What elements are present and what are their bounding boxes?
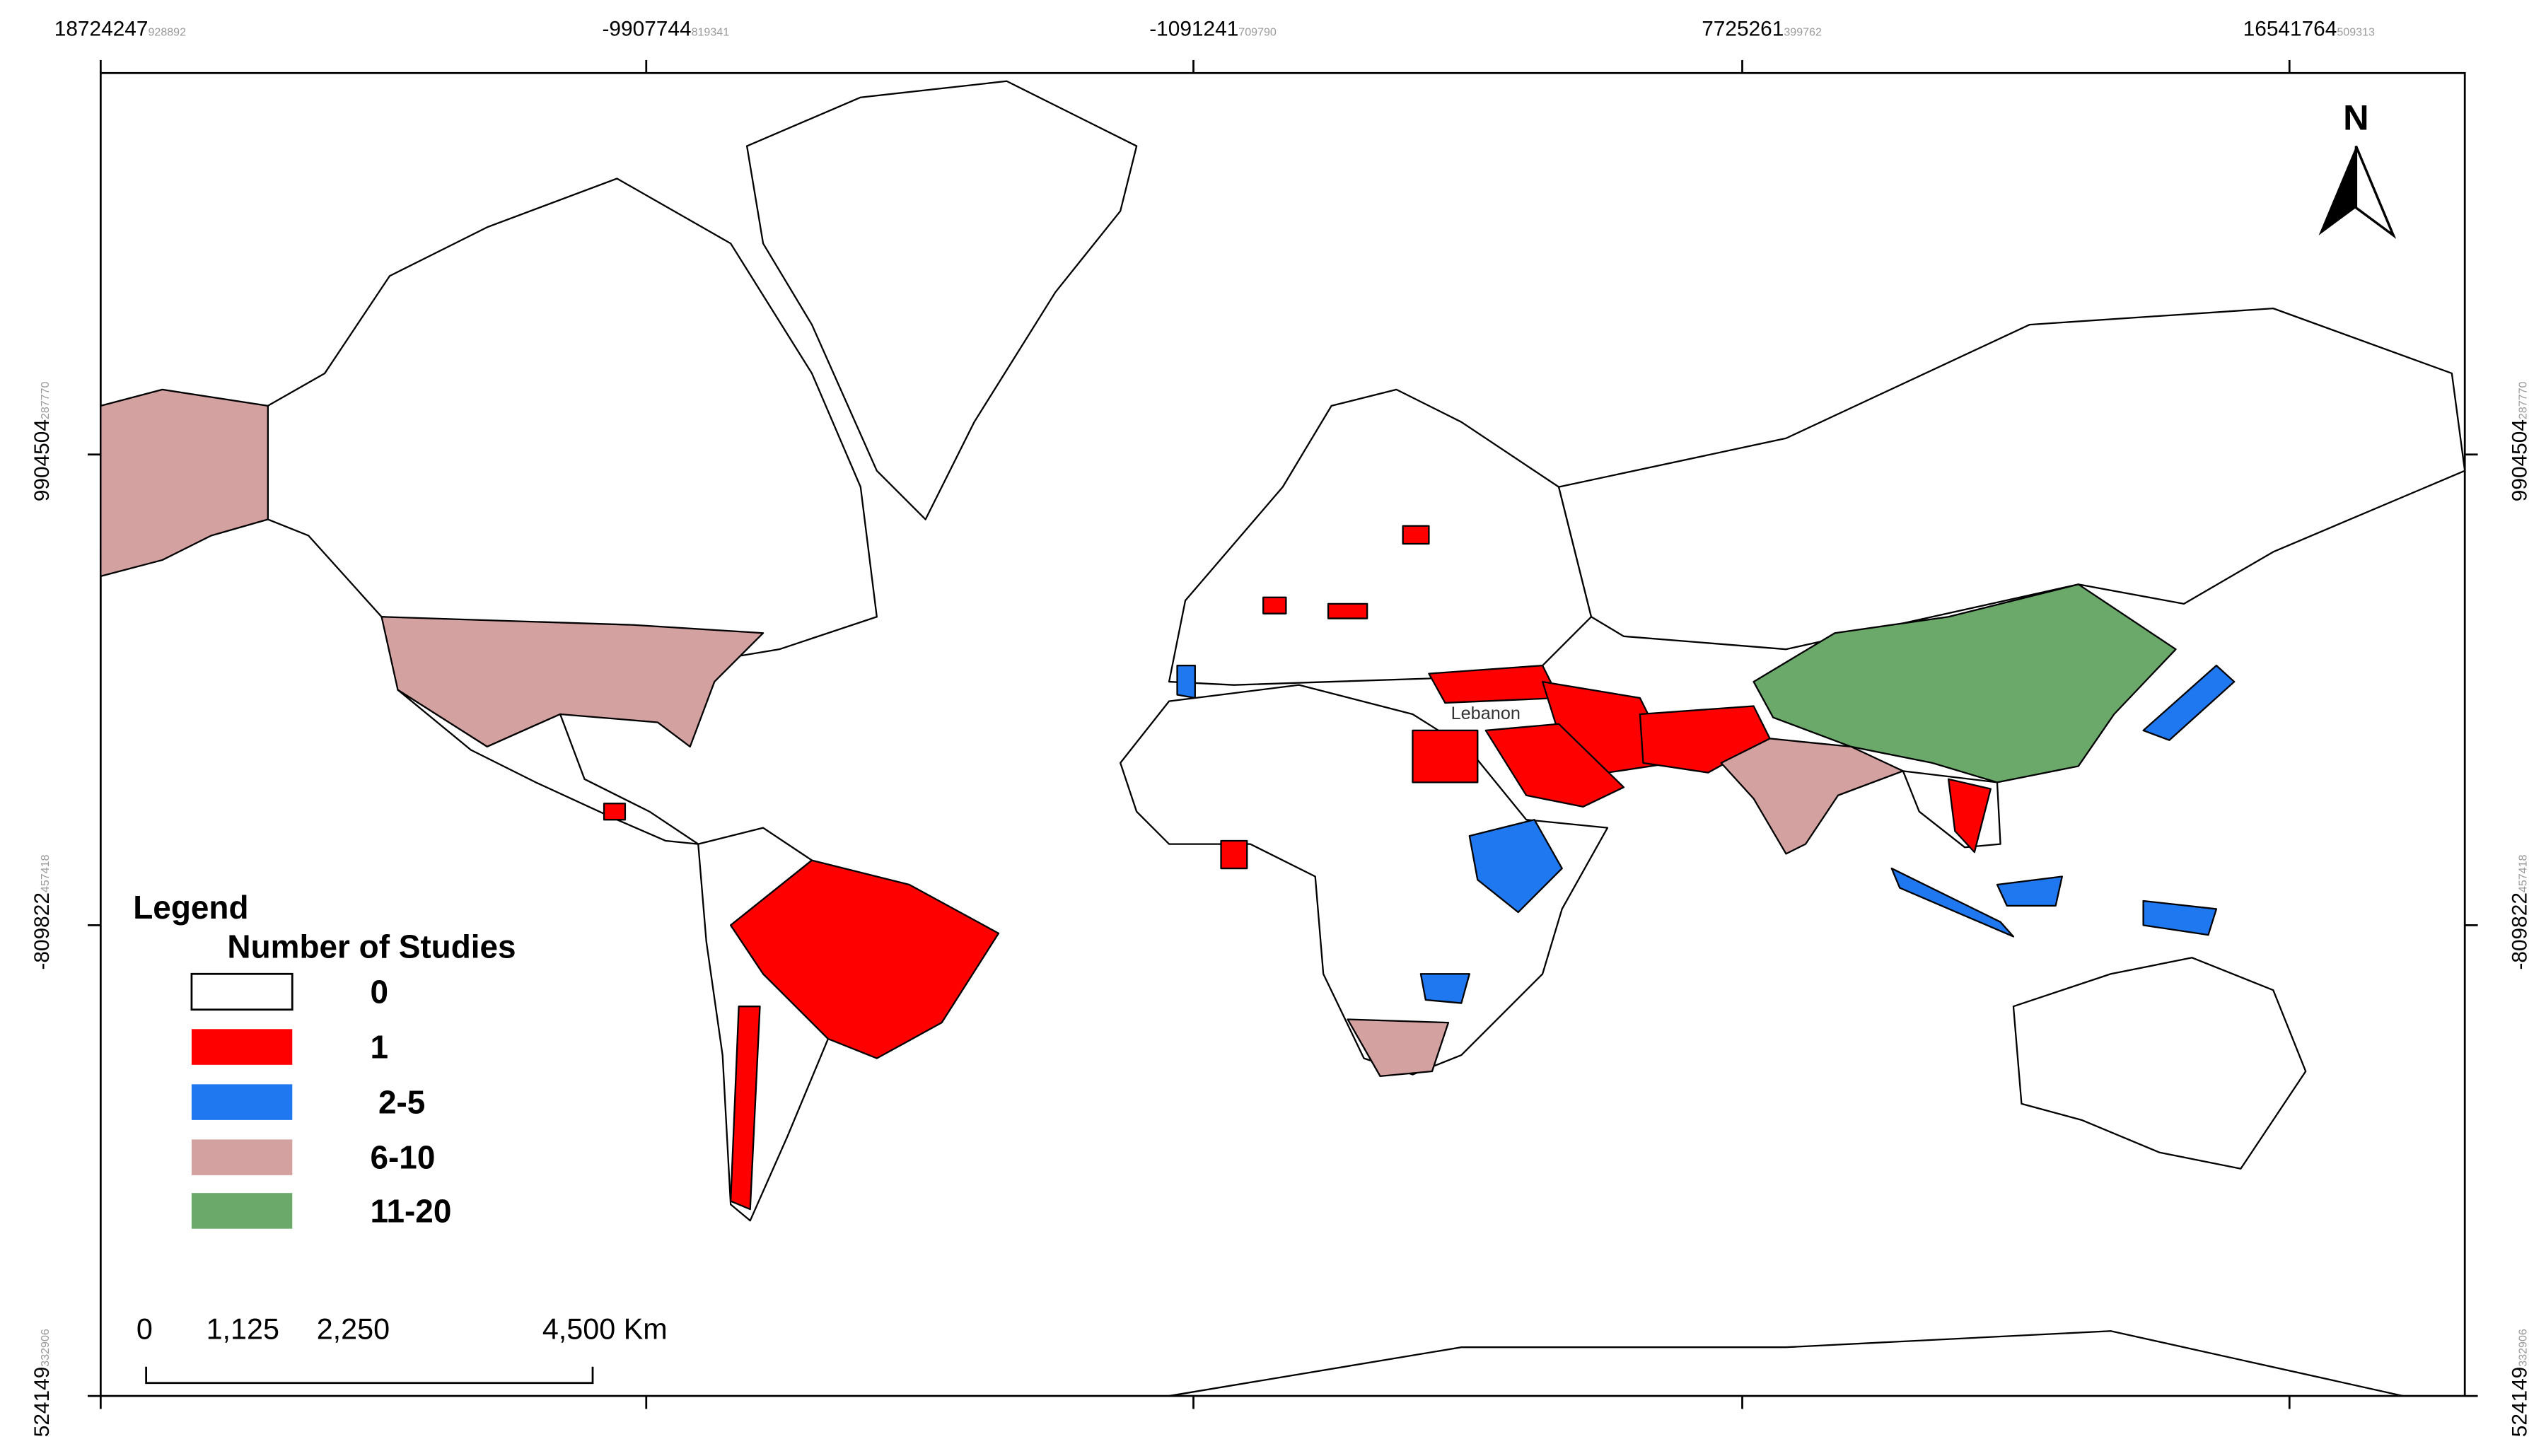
map-frame: [99, 71, 2466, 1397]
coordinate-suffix: 457418: [39, 854, 52, 892]
coordinate-suffix: 287770: [2516, 381, 2529, 419]
coordinate-suffix: 332906: [2516, 1329, 2529, 1367]
coordinate-suffix: 509313: [2337, 26, 2375, 39]
coordinate-label: 16541764509313: [2243, 18, 2375, 41]
coordinate-label: -809822457418: [2508, 854, 2531, 969]
region: [1262, 596, 1287, 615]
legend-swatch: [191, 1084, 293, 1120]
coordinate-suffix: 457418: [2516, 854, 2529, 892]
antarctica-coast: [1168, 1330, 2404, 1397]
coordinate-value: -1091241: [1149, 18, 1238, 41]
countries: [100, 80, 2466, 1397]
coordinate-value: 9904504: [2508, 419, 2531, 501]
region: [1557, 307, 2466, 651]
region: [267, 177, 878, 667]
region: [1327, 602, 1368, 619]
coordinate-value: 524149: [30, 1367, 54, 1438]
coordinate-suffix: 709790: [1238, 26, 1277, 39]
legend-label: 0: [370, 974, 388, 1011]
coordinate-value: -9907744: [603, 18, 692, 41]
north-arrow: [2354, 145, 2397, 239]
legend-label: 1: [370, 1029, 388, 1066]
coordinate-value: 16541764: [2243, 18, 2337, 41]
scale-label: 1,125: [207, 1313, 279, 1346]
region: [1752, 583, 2177, 784]
north-arrow: [2318, 146, 2356, 235]
coordinate-value: 9904504: [30, 419, 54, 501]
region: [745, 80, 1138, 520]
region: [1402, 525, 1430, 545]
region: [1996, 875, 2063, 907]
region: [1412, 729, 1479, 784]
region: [1890, 867, 2015, 938]
legend-swatch: [191, 1193, 293, 1229]
coordinate-suffix: 819341: [692, 26, 730, 39]
coordinate-value: -809822: [30, 892, 54, 969]
region: [1176, 664, 1196, 699]
legend: 0 1 2-5 6-10 11-20: [190, 972, 451, 1229]
coordinate-label: -1091241709790: [1149, 18, 1277, 41]
north-label: N: [2343, 98, 2368, 138]
region: [1720, 738, 1904, 855]
region: [603, 803, 627, 821]
scale-label: 4,500 Km: [542, 1313, 668, 1346]
scale-label: 2,250: [317, 1313, 390, 1346]
region: [730, 859, 1000, 1059]
region: [100, 388, 269, 578]
coordinate-suffix: 287770: [39, 381, 52, 419]
legend-label: 11-20: [370, 1192, 451, 1229]
region: [2142, 899, 2218, 936]
coordinate-label: 18724247928892: [54, 18, 186, 41]
coordinate-value: 524149: [2508, 1367, 2531, 1438]
coordinate-suffix: 928892: [148, 26, 186, 39]
region: [1947, 778, 1992, 854]
coordinate-label: 9904504287770: [2508, 381, 2531, 501]
coordinate-label: 7725261399762: [1702, 18, 1822, 41]
region: [1220, 839, 1248, 870]
coordinate-value: -809822: [2508, 892, 2531, 969]
region: [2142, 664, 2236, 741]
legend-label: 6-10: [370, 1139, 435, 1176]
region: [1468, 819, 1563, 914]
coordinate-value: 7725261: [1702, 18, 1784, 41]
region: [730, 1006, 761, 1211]
legend-subtitle: Number of Studies: [227, 928, 516, 965]
coordinate-value: 18724247: [54, 18, 149, 41]
coordinate-suffix: 332906: [39, 1329, 52, 1367]
scale-label: 0: [136, 1313, 153, 1346]
region: [2012, 957, 2307, 1170]
coordinate-label: -809822457418: [30, 854, 54, 969]
region: [1347, 1018, 1450, 1078]
legend-swatch: [191, 1029, 293, 1065]
region: [1419, 973, 1470, 1004]
coordinate-label: -9907744819341: [603, 18, 730, 41]
place-label: Lebanon: [1451, 704, 1521, 723]
legend-swatch: [191, 1139, 293, 1175]
coordinate-label: 524149332906: [2508, 1329, 2531, 1437]
region: [1484, 723, 1625, 808]
coordinate-ticks: 18724247928892 -9907744819341 -10912417097…: [30, 18, 2532, 1438]
legend-label: 2-5: [378, 1084, 425, 1121]
coordinate-suffix: 399762: [1784, 26, 1822, 39]
coordinate-label: 9904504287770: [30, 381, 54, 501]
legend-swatch: [190, 972, 293, 1011]
legend-title: Legend: [133, 889, 248, 926]
scale-bar: [145, 1366, 594, 1385]
coordinate-label: 524149332906: [30, 1329, 54, 1437]
